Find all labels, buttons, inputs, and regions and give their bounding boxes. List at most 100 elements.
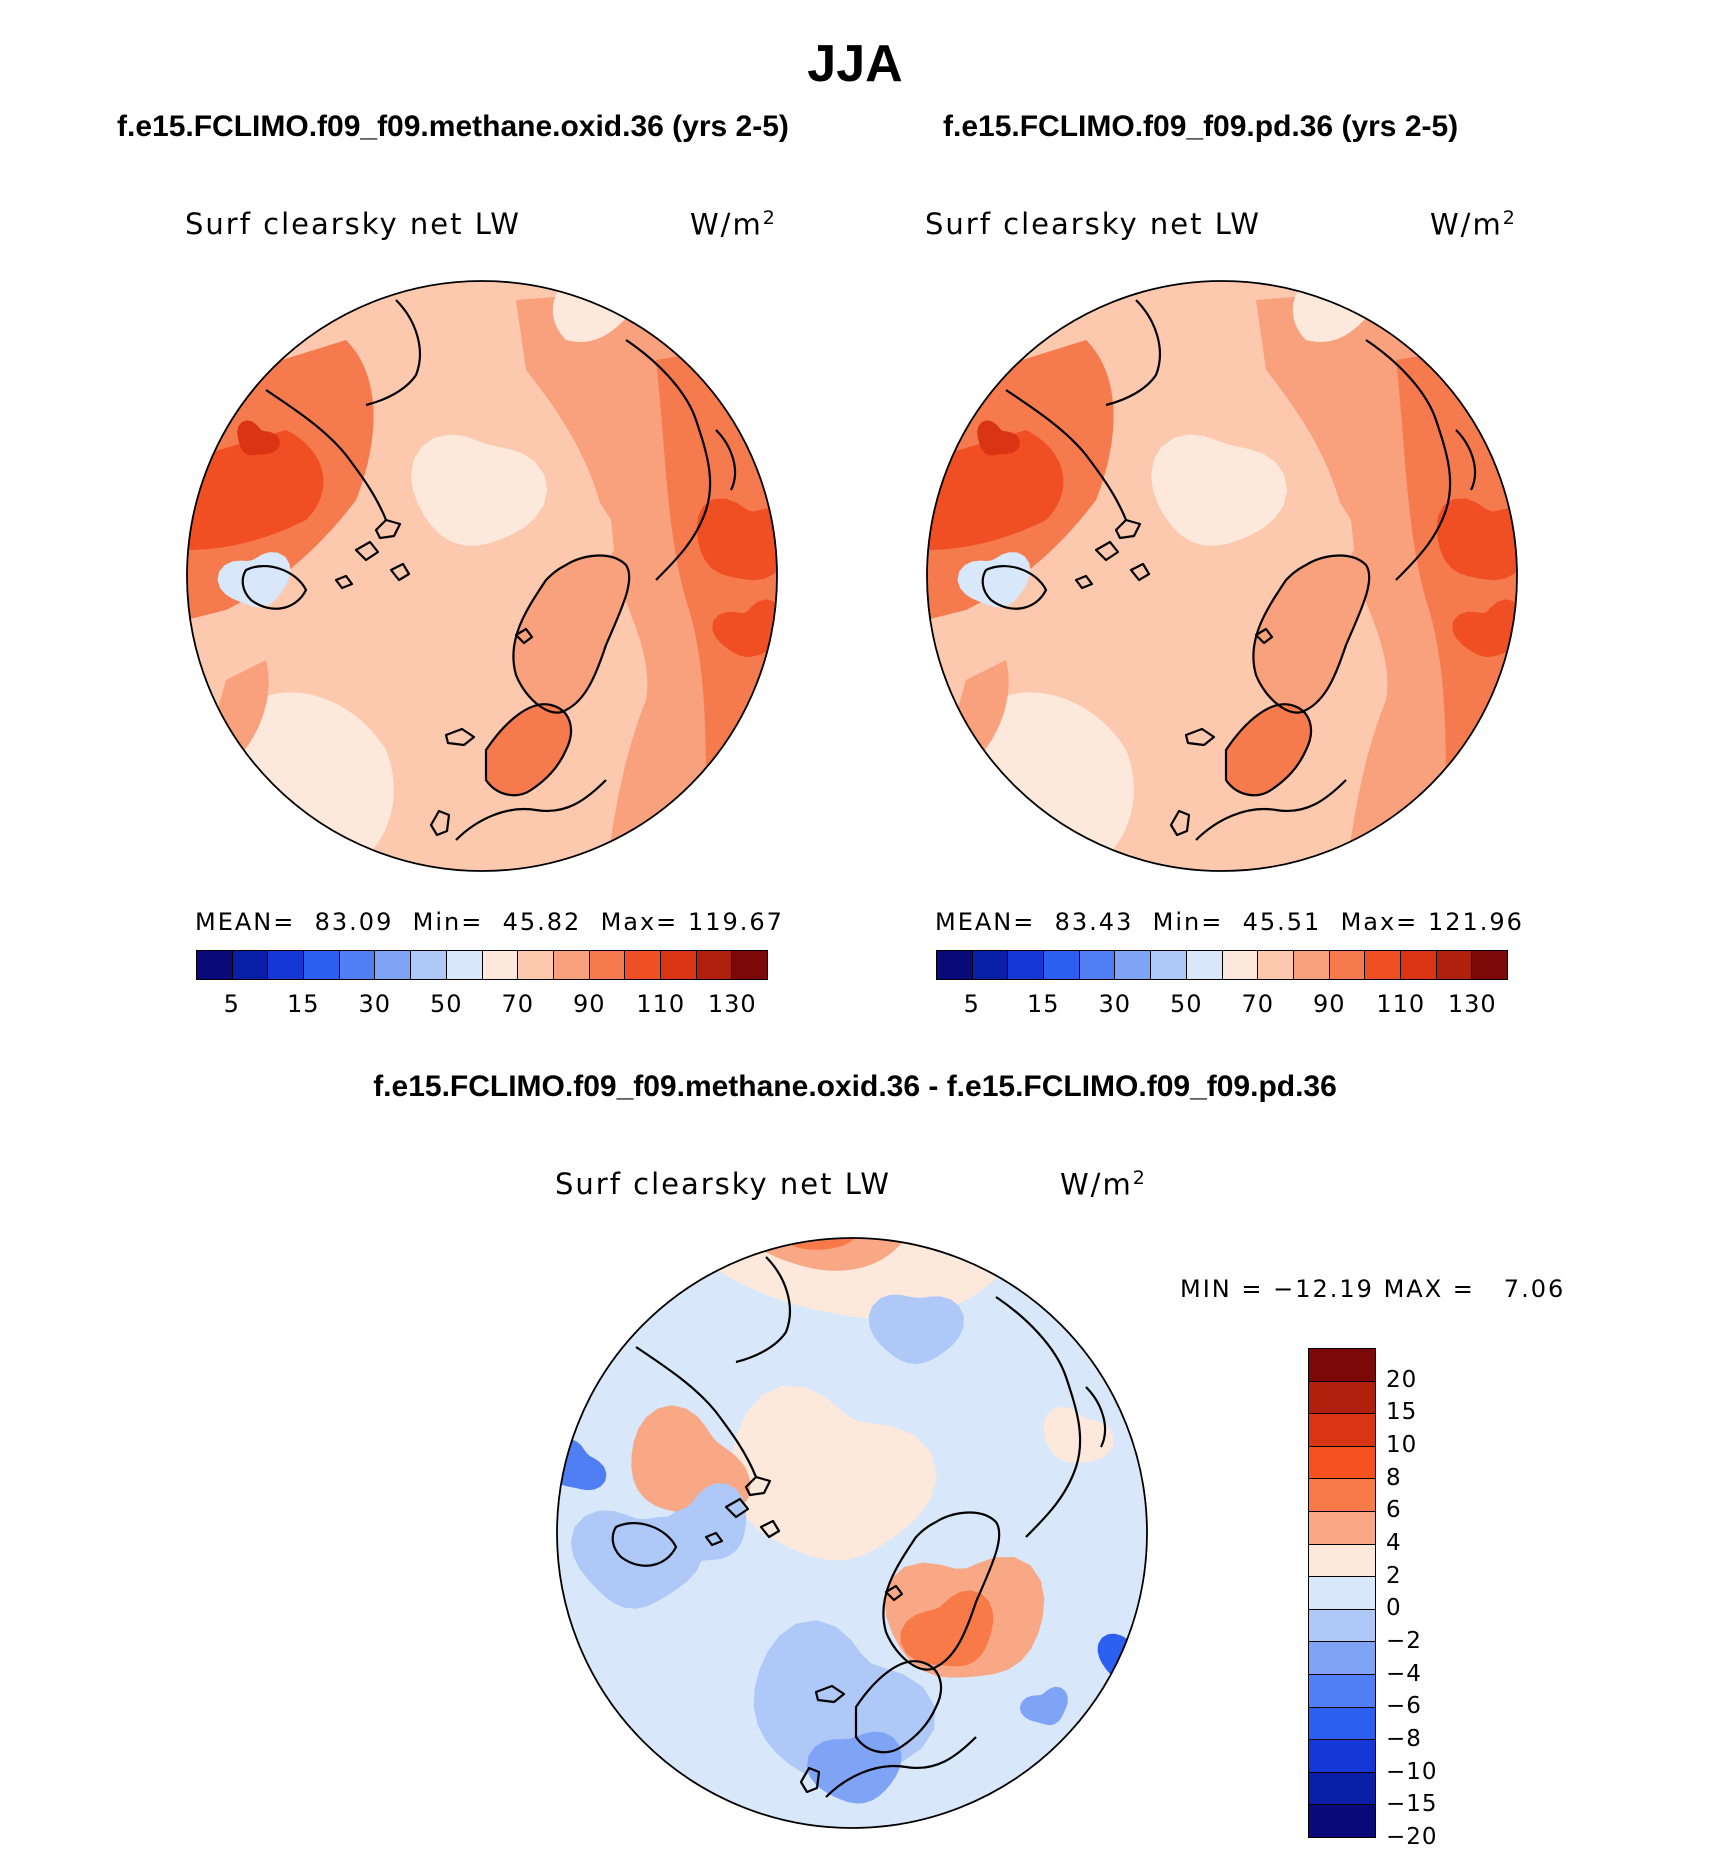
panel1-colorbar bbox=[196, 950, 768, 980]
panel2-polar-map bbox=[926, 280, 1518, 872]
colorbar-swatch bbox=[1079, 951, 1116, 979]
colorbar-swatch bbox=[1309, 1740, 1375, 1773]
colorbar-tick-label: 110 bbox=[1376, 990, 1426, 1018]
colorbar-swatch bbox=[1293, 951, 1330, 979]
panel2-variable-label: Surf clearsky net LW bbox=[925, 207, 1261, 241]
panel2-units-label: W/m2 bbox=[1430, 207, 1517, 242]
colorbar-tick-label: 6 bbox=[1386, 1497, 1402, 1524]
colorbar-tick-label: −10 bbox=[1386, 1758, 1438, 1785]
colorbar-swatch bbox=[1151, 951, 1187, 979]
diff-min-label: MIN = bbox=[1180, 1275, 1264, 1303]
colorbar-tick-label: −6 bbox=[1386, 1693, 1422, 1720]
panel1-variable-label: Surf clearsky net LW bbox=[185, 207, 521, 241]
panel2-mean-label: MEAN= bbox=[935, 908, 1036, 936]
colorbar-tick-label: 70 bbox=[1241, 990, 1275, 1018]
colorbar-swatch bbox=[482, 951, 519, 979]
colorbar-swatch bbox=[660, 951, 697, 979]
colorbar-swatch bbox=[232, 951, 269, 979]
colorbar-swatch bbox=[1309, 1349, 1375, 1382]
panel2-mean-value: 83.43 bbox=[1054, 908, 1134, 936]
diff-title: f.e15.FCLIMO.f09_f09.methane.oxid.36 - f… bbox=[373, 1070, 1337, 1103]
colorbar-swatch bbox=[1044, 951, 1080, 979]
colorbar-swatch bbox=[1309, 1479, 1375, 1512]
colorbar-tick-label: 10 bbox=[1386, 1432, 1418, 1458]
colorbar-swatch bbox=[375, 951, 412, 979]
colorbar-swatch bbox=[972, 951, 1009, 979]
colorbar-tick-label: 0 bbox=[1386, 1595, 1402, 1622]
colorbar-tick-label: 70 bbox=[501, 990, 535, 1018]
diff-max-label: MAX = bbox=[1383, 1275, 1475, 1303]
colorbar-tick-label: 5 bbox=[963, 990, 980, 1018]
panel2-min-label: Min= bbox=[1152, 908, 1224, 936]
colorbar-swatch bbox=[732, 951, 767, 979]
colorbar-swatch bbox=[1309, 1381, 1375, 1415]
colorbar-tick-label: 4 bbox=[1386, 1530, 1402, 1556]
panel2-min-value: 45.51 bbox=[1242, 908, 1322, 936]
panel1-case-title: f.e15.FCLIMO.f09_f09.methane.oxid.36 (yr… bbox=[117, 110, 789, 143]
panel1-min-value: 45.82 bbox=[502, 908, 582, 936]
diff-variable-label: Surf clearsky net LW bbox=[555, 1167, 891, 1201]
colorbar-swatch bbox=[1309, 1544, 1375, 1578]
panel1-units-label: W/m2 bbox=[690, 207, 777, 242]
colorbar-tick-label: 20 bbox=[1386, 1366, 1418, 1393]
panel1-max-value: 119.67 bbox=[687, 908, 784, 936]
panel2-stats: MEAN= 83.43 Min= 45.51 Max= 121.96 bbox=[935, 908, 1524, 936]
colorbar-tick-label: 2 bbox=[1386, 1562, 1402, 1589]
colorbar-swatch bbox=[1309, 1446, 1375, 1480]
colorbar-tick-label: −20 bbox=[1386, 1824, 1438, 1850]
colorbar-tick-label: −2 bbox=[1386, 1628, 1422, 1654]
panel2-max-value: 121.96 bbox=[1427, 908, 1524, 936]
diff-polar-map bbox=[556, 1237, 1148, 1829]
panel2-case-title: f.e15.FCLIMO.f09_f09.pd.36 (yrs 2-5) bbox=[943, 110, 1459, 143]
colorbar-tick-label: 90 bbox=[1312, 990, 1346, 1018]
colorbar-tick-label: 90 bbox=[572, 990, 606, 1018]
colorbar-swatch bbox=[937, 951, 973, 979]
colorbar-swatch bbox=[197, 951, 233, 979]
colorbar-swatch bbox=[1309, 1414, 1375, 1447]
colorbar-tick-label: 50 bbox=[429, 990, 463, 1018]
colorbar-swatch bbox=[1309, 1511, 1375, 1545]
colorbar-tick-label: −8 bbox=[1386, 1726, 1422, 1752]
colorbar-tick-label: 130 bbox=[1447, 990, 1497, 1018]
colorbar-swatch bbox=[1186, 951, 1223, 979]
colorbar-swatch bbox=[1115, 951, 1152, 979]
colorbar-swatch bbox=[1309, 1674, 1375, 1708]
main-title: JJA bbox=[807, 35, 903, 93]
colorbar-swatch bbox=[1309, 1609, 1375, 1643]
colorbar-swatch bbox=[1472, 951, 1507, 979]
colorbar-swatch bbox=[1329, 951, 1366, 979]
colorbar-tick-label: 30 bbox=[358, 990, 392, 1018]
panel1-mean-label: MEAN= bbox=[195, 908, 296, 936]
panel1-polar-map bbox=[186, 280, 778, 872]
panel1-max-label: Max= bbox=[600, 908, 679, 936]
diff-minmax: MIN = −12.19 MAX = 7.06 bbox=[1180, 1275, 1565, 1303]
colorbar-swatch bbox=[268, 951, 305, 979]
diff-units-label: W/m2 bbox=[1060, 1167, 1147, 1202]
diff-max-value: 7.06 bbox=[1503, 1275, 1566, 1303]
colorbar-swatch bbox=[1008, 951, 1045, 979]
colorbar-tick-label: 130 bbox=[707, 990, 757, 1018]
colorbar-tick-label: −4 bbox=[1386, 1660, 1422, 1687]
colorbar-tick-label: 30 bbox=[1098, 990, 1132, 1018]
colorbar-swatch bbox=[411, 951, 447, 979]
colorbar-swatch bbox=[304, 951, 340, 979]
colorbar-tick-label: 15 bbox=[1386, 1399, 1418, 1426]
colorbar-swatch bbox=[1309, 1577, 1375, 1610]
colorbar-swatch bbox=[1400, 951, 1437, 979]
colorbar-tick-label: 15 bbox=[286, 990, 320, 1018]
panel1-min-label: Min= bbox=[412, 908, 484, 936]
colorbar-tick-label: 110 bbox=[636, 990, 686, 1018]
colorbar-swatch bbox=[589, 951, 626, 979]
colorbar-tick-label: 15 bbox=[1026, 990, 1060, 1018]
colorbar-swatch bbox=[696, 951, 733, 979]
colorbar-tick-label: 8 bbox=[1386, 1464, 1402, 1491]
colorbar-tick-label: 5 bbox=[223, 990, 240, 1018]
colorbar-swatch bbox=[553, 951, 590, 979]
colorbar-swatch bbox=[518, 951, 554, 979]
diff-min-value: −12.19 bbox=[1273, 1275, 1374, 1303]
panel1-mean-value: 83.09 bbox=[314, 908, 394, 936]
diff-colorbar bbox=[1308, 1348, 1376, 1838]
panel2-max-label: Max= bbox=[1340, 908, 1419, 936]
colorbar-swatch bbox=[1309, 1805, 1375, 1837]
colorbar-swatch bbox=[1309, 1707, 1375, 1741]
